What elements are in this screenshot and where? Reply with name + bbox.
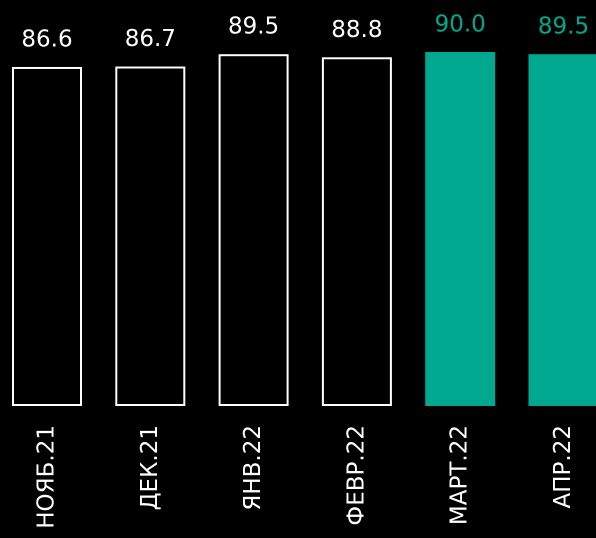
value-label: 89.5 [228, 14, 279, 40]
bar [425, 52, 496, 406]
x-tick-label: ФЕВР.22 [343, 425, 369, 526]
value-label: 86.7 [125, 26, 176, 52]
bar [218, 54, 289, 406]
value-label: 86.6 [21, 26, 72, 52]
x-tick-label: ЯНВ.22 [240, 425, 266, 511]
bar [528, 54, 596, 406]
value-label: 88.8 [331, 17, 382, 43]
bar [12, 66, 82, 407]
x-tick-label: МАРТ.22 [447, 425, 473, 525]
bar [321, 57, 392, 406]
value-label: 89.5 [538, 14, 589, 40]
x-tick-label: АПР.22 [550, 425, 576, 508]
value-label: 90.0 [435, 12, 486, 38]
bar [115, 66, 186, 407]
x-tick-label: НОЯБ.21 [34, 425, 60, 529]
x-tick-label: ДЕК.21 [137, 425, 163, 510]
